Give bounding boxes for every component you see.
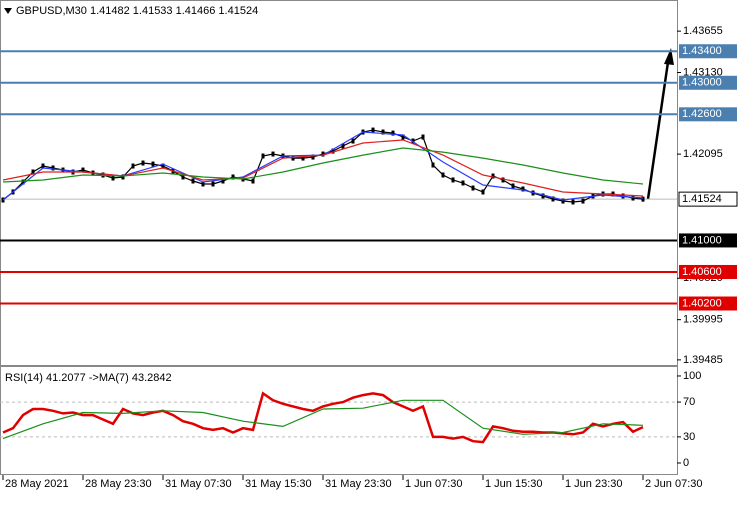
series-line bbox=[2, 131, 644, 201]
y-tick-label: 30 bbox=[683, 431, 695, 443]
price-candle bbox=[581, 198, 585, 204]
price-candle bbox=[451, 177, 455, 183]
level-label: 1.43400 bbox=[682, 45, 722, 57]
price-candle bbox=[81, 167, 85, 173]
price-candle bbox=[191, 178, 195, 184]
x-tick-label: 2 Jun 07:30 bbox=[645, 478, 703, 490]
price-candle bbox=[371, 127, 375, 133]
price-candle bbox=[41, 163, 45, 169]
current-price-label: 1.41524 bbox=[682, 193, 722, 205]
price-candle bbox=[431, 162, 435, 168]
arrow-shaft bbox=[646, 61, 670, 200]
price-candle bbox=[161, 163, 165, 169]
price-candle bbox=[471, 185, 475, 191]
price-candle bbox=[231, 174, 235, 180]
level-label-box bbox=[679, 75, 737, 90]
price-candle bbox=[261, 153, 265, 159]
price-candle bbox=[291, 155, 295, 161]
price-candle bbox=[341, 143, 345, 149]
price-candle bbox=[391, 130, 395, 136]
price-candle bbox=[401, 134, 405, 140]
price-candle bbox=[251, 178, 255, 184]
price-candle bbox=[491, 173, 495, 179]
price-candle bbox=[31, 169, 35, 175]
x-tick-label: 31 May 23:30 bbox=[325, 478, 392, 490]
series-line bbox=[2, 129, 644, 203]
price-candle bbox=[141, 160, 145, 166]
level-label: 1.43000 bbox=[682, 77, 722, 89]
price-candle bbox=[571, 199, 575, 205]
y-tick-label: 0 bbox=[683, 457, 689, 469]
price-candle bbox=[21, 179, 25, 185]
price-candle bbox=[441, 172, 445, 178]
price-candle bbox=[271, 151, 275, 157]
price-candle bbox=[331, 148, 335, 154]
x-tick-label: 31 May 07:30 bbox=[165, 478, 232, 490]
price-candle bbox=[201, 181, 205, 187]
price-candle bbox=[541, 193, 545, 199]
price-candle bbox=[181, 174, 185, 180]
level-label: 1.41000 bbox=[682, 234, 722, 246]
level-label-box bbox=[679, 44, 737, 59]
price-candle bbox=[111, 175, 115, 181]
level-label: 1.40200 bbox=[682, 297, 722, 309]
y-tick-label: 1.43130 bbox=[683, 66, 723, 78]
price-candle bbox=[221, 178, 225, 184]
price-candle bbox=[211, 181, 215, 187]
series-line bbox=[2, 399, 644, 440]
price-candle bbox=[351, 138, 355, 144]
x-tick-label: 28 May 23:30 bbox=[85, 478, 152, 490]
main-frame bbox=[0, 0, 678, 366]
collapse-icon bbox=[4, 8, 12, 14]
level-label-box bbox=[679, 107, 737, 122]
price-candle bbox=[561, 198, 565, 204]
rsi-frame bbox=[0, 366, 678, 475]
arrow-head bbox=[664, 48, 674, 65]
series-line bbox=[2, 391, 644, 444]
price-candle bbox=[131, 163, 135, 169]
main-title: GBPUSD,M30 1.41482 1.41533 1.41466 1.415… bbox=[16, 5, 258, 17]
price-candle bbox=[51, 165, 55, 171]
price-candle bbox=[461, 180, 465, 186]
y-tick-label: 1.43655 bbox=[683, 25, 723, 37]
rsi-title: RSI(14) 41.2077 ->MA(7) 43.2842 bbox=[5, 372, 172, 384]
price-candle bbox=[301, 155, 305, 161]
price-candle bbox=[551, 196, 555, 202]
price-candle bbox=[421, 134, 425, 140]
current-price-box bbox=[678, 191, 738, 207]
y-tick-label: 1.39485 bbox=[683, 354, 723, 366]
x-tick-label: 1 Jun 07:30 bbox=[405, 478, 463, 490]
y-tick-label: 1.42095 bbox=[683, 148, 723, 160]
price-candle bbox=[121, 174, 125, 180]
price-candle bbox=[1, 197, 5, 203]
price-candle bbox=[381, 129, 385, 135]
price-candle bbox=[521, 186, 525, 192]
x-tick-label: 1 Jun 23:30 bbox=[565, 478, 623, 490]
price-candle bbox=[641, 196, 645, 202]
y-tick-label: 70 bbox=[683, 396, 695, 408]
level-label-box bbox=[679, 264, 737, 279]
price-candle bbox=[481, 189, 485, 195]
x-tick-label: 1 Jun 15:30 bbox=[485, 478, 543, 490]
x-tick-label: 31 May 15:30 bbox=[245, 478, 312, 490]
price-candle bbox=[311, 154, 315, 160]
price-candle bbox=[511, 183, 515, 189]
x-tick-label: 28 May 2021 bbox=[5, 478, 69, 490]
series-line bbox=[2, 147, 644, 185]
price-candle bbox=[321, 151, 325, 157]
series-line bbox=[2, 139, 644, 197]
price-candle bbox=[151, 161, 155, 167]
price-candle bbox=[501, 177, 505, 183]
level-label: 1.42600 bbox=[682, 108, 722, 120]
y-tick-label: 100 bbox=[683, 370, 701, 382]
level-label-box bbox=[679, 296, 737, 311]
price-candle bbox=[631, 195, 635, 201]
level-label: 1.40600 bbox=[682, 266, 722, 278]
level-label-box bbox=[679, 233, 737, 248]
y-tick-label: 1.39995 bbox=[683, 314, 723, 326]
